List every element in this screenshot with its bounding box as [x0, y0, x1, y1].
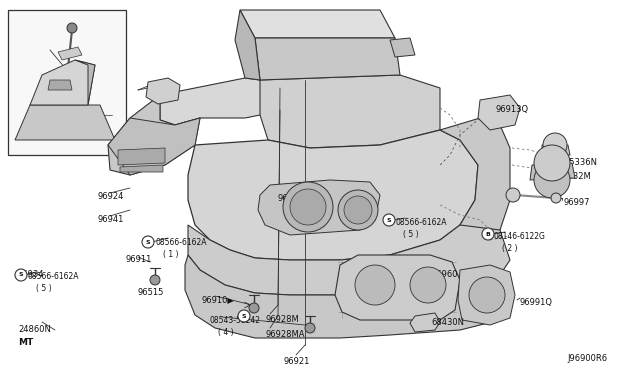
- Text: 96924: 96924: [98, 192, 124, 201]
- Polygon shape: [240, 10, 395, 38]
- Polygon shape: [440, 118, 510, 240]
- Polygon shape: [390, 38, 415, 57]
- Polygon shape: [258, 180, 380, 235]
- Polygon shape: [542, 145, 570, 157]
- Polygon shape: [108, 118, 200, 175]
- Text: S: S: [146, 240, 150, 244]
- Text: B: B: [486, 231, 490, 237]
- Text: 25336N: 25336N: [564, 158, 597, 167]
- Polygon shape: [235, 10, 260, 80]
- Text: 25332M: 25332M: [557, 172, 591, 181]
- Polygon shape: [58, 47, 82, 60]
- Circle shape: [283, 182, 333, 232]
- Text: S: S: [387, 218, 391, 222]
- Circle shape: [482, 228, 494, 240]
- Text: 96913Q: 96913Q: [496, 105, 529, 114]
- Circle shape: [142, 236, 154, 248]
- Text: 08566-6162A: 08566-6162A: [395, 218, 447, 227]
- Text: 96941: 96941: [98, 215, 124, 224]
- Circle shape: [355, 265, 395, 305]
- Circle shape: [543, 133, 567, 157]
- Text: 96928MA: 96928MA: [265, 330, 305, 339]
- Polygon shape: [188, 130, 478, 260]
- Polygon shape: [458, 265, 515, 325]
- Polygon shape: [260, 75, 440, 148]
- Circle shape: [551, 193, 561, 203]
- Circle shape: [305, 323, 315, 333]
- Polygon shape: [255, 38, 400, 80]
- Circle shape: [543, 145, 567, 169]
- Polygon shape: [160, 78, 268, 125]
- Text: J96900R6: J96900R6: [567, 354, 607, 363]
- Text: 24860N: 24860N: [18, 325, 51, 334]
- Polygon shape: [188, 225, 510, 295]
- Text: ( 5 ): ( 5 ): [403, 230, 419, 239]
- Circle shape: [410, 267, 446, 303]
- Circle shape: [249, 303, 259, 313]
- Text: 08543-51242: 08543-51242: [210, 316, 261, 325]
- Text: 96515: 96515: [138, 288, 164, 297]
- Polygon shape: [478, 95, 520, 130]
- Text: 96912N: 96912N: [278, 194, 311, 203]
- Circle shape: [67, 23, 77, 33]
- Circle shape: [290, 189, 326, 225]
- Polygon shape: [410, 313, 440, 332]
- Text: 68430N: 68430N: [431, 318, 464, 327]
- Text: S: S: [19, 273, 23, 278]
- Text: ( 5 ): ( 5 ): [36, 284, 52, 293]
- Text: 96911: 96911: [126, 255, 152, 264]
- Text: 96921: 96921: [283, 357, 309, 366]
- Circle shape: [534, 162, 570, 198]
- Circle shape: [238, 310, 250, 322]
- Polygon shape: [335, 255, 460, 320]
- Text: ( 1 ): ( 1 ): [163, 250, 179, 259]
- Circle shape: [150, 275, 160, 285]
- Polygon shape: [530, 163, 575, 180]
- Text: ( 2 ): ( 2 ): [502, 244, 518, 253]
- Text: ( 4 ): ( 4 ): [218, 328, 234, 337]
- Text: MT: MT: [18, 338, 33, 347]
- Text: 96928M: 96928M: [265, 315, 299, 324]
- Polygon shape: [120, 165, 163, 172]
- Text: 08146-6122G: 08146-6122G: [494, 232, 546, 241]
- Circle shape: [534, 145, 570, 181]
- Polygon shape: [48, 80, 72, 90]
- Text: S: S: [242, 314, 246, 318]
- Bar: [8, 10, 126, 155]
- Circle shape: [15, 269, 27, 281]
- Circle shape: [344, 196, 372, 224]
- Text: 96991Q: 96991Q: [519, 298, 552, 307]
- Text: 96997: 96997: [564, 198, 591, 207]
- Polygon shape: [146, 78, 180, 104]
- Polygon shape: [108, 95, 200, 175]
- Circle shape: [469, 277, 505, 313]
- Text: 08566-6162A: 08566-6162A: [155, 238, 207, 247]
- Polygon shape: [15, 105, 115, 140]
- Polygon shape: [30, 60, 95, 105]
- Polygon shape: [118, 148, 165, 165]
- Polygon shape: [185, 255, 510, 338]
- Polygon shape: [75, 60, 95, 105]
- Text: 96934: 96934: [18, 270, 45, 279]
- Circle shape: [506, 188, 520, 202]
- Text: 96960: 96960: [431, 270, 458, 279]
- Circle shape: [338, 190, 378, 230]
- Text: 08566-6162A: 08566-6162A: [28, 272, 79, 281]
- Text: 96910▶: 96910▶: [202, 295, 235, 304]
- Circle shape: [383, 214, 395, 226]
